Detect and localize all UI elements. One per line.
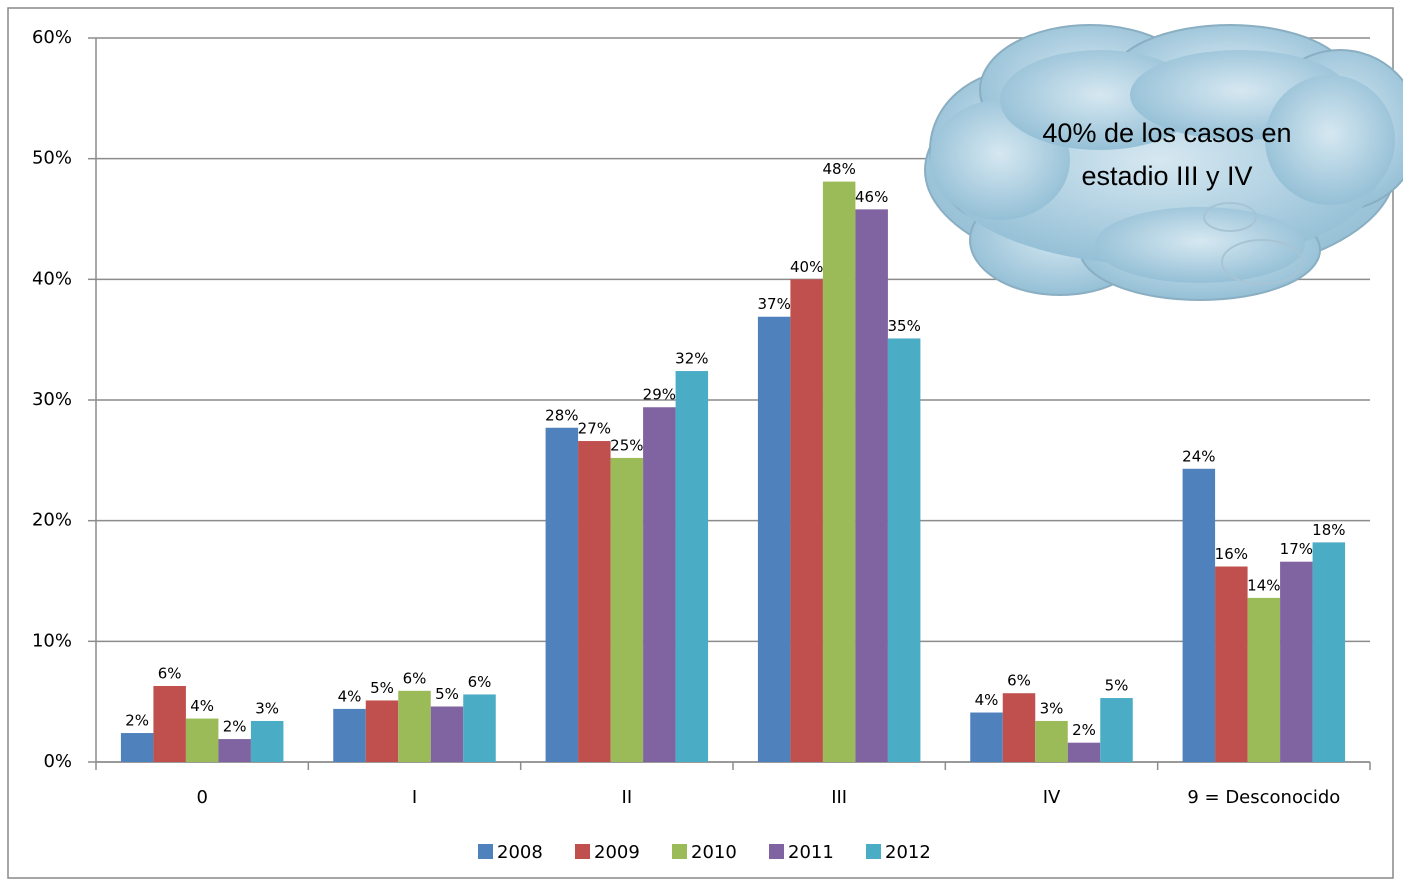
- value-label: 2%: [223, 718, 247, 736]
- bar: [1035, 720, 1068, 762]
- x-tick-label: I: [412, 787, 417, 808]
- value-label: 17%: [1280, 540, 1313, 558]
- value-label: 25%: [610, 436, 643, 454]
- bar: [1280, 561, 1313, 762]
- bar: [1182, 468, 1216, 762]
- value-label: 6%: [403, 669, 427, 687]
- bar: [153, 685, 186, 762]
- bar: [1215, 566, 1248, 762]
- annotation: 40% de los casos en: [1042, 118, 1291, 148]
- y-tick-label: 10%: [32, 630, 72, 651]
- x-tick-label: 0: [196, 787, 207, 808]
- value-label: 35%: [887, 317, 920, 335]
- bar: [120, 733, 154, 762]
- y-tick-label: 0%: [43, 751, 72, 772]
- bar: [463, 694, 496, 762]
- value-label: 32%: [675, 350, 708, 368]
- value-label: 5%: [435, 685, 459, 703]
- value-label: 2%: [1072, 721, 1096, 739]
- legend-swatch: [478, 844, 493, 859]
- bar: [250, 720, 284, 762]
- y-tick-label: 20%: [32, 510, 72, 531]
- value-label: 6%: [468, 673, 492, 691]
- bar: [822, 181, 856, 763]
- bar: [970, 712, 1003, 762]
- value-label: 40%: [790, 258, 823, 276]
- bar: [1312, 542, 1346, 762]
- value-label: 48%: [822, 160, 855, 178]
- value-label: 2%: [125, 712, 149, 730]
- value-label: 18%: [1312, 521, 1345, 539]
- bar: [757, 316, 791, 762]
- value-label: 14%: [1247, 576, 1280, 594]
- value-label: 29%: [643, 386, 676, 404]
- value-label: 27%: [578, 420, 611, 438]
- legend-swatch: [575, 844, 590, 859]
- value-label: 46%: [855, 188, 888, 206]
- bar: [855, 209, 888, 762]
- bar: [1100, 698, 1133, 762]
- x-tick-label: 9 = Desconocido: [1187, 787, 1340, 808]
- value-label: 28%: [545, 406, 578, 424]
- legend-label: 2008: [497, 842, 543, 863]
- callout-cloud: 40% de los casos en estadio III y IV: [924, 24, 1403, 301]
- legend-label: 2010: [691, 842, 737, 863]
- y-tick-label: 60%: [32, 27, 72, 48]
- annotation: estadio III y IV: [1081, 161, 1252, 191]
- legend-swatch: [769, 844, 784, 859]
- plot-area: 0% 10% 20% 30% 40% 50% 60% 0 2% 6% 4% 2% 3% I 4% 5% 6% 5%…: [32, 27, 1371, 863]
- legend-label: 2012: [885, 842, 931, 863]
- bar: [1002, 693, 1036, 762]
- value-label: 3%: [1040, 699, 1064, 717]
- bar: [365, 700, 399, 762]
- value-label: 6%: [1007, 672, 1031, 690]
- value-label: 5%: [370, 679, 394, 697]
- bar: [1247, 597, 1281, 762]
- bar: [643, 407, 676, 762]
- value-label: 4%: [338, 687, 362, 705]
- value-label: 16%: [1215, 545, 1248, 563]
- x-tick-label: IV: [1043, 787, 1061, 808]
- bar: [545, 427, 579, 762]
- value-label: 37%: [757, 295, 790, 313]
- bar: [610, 457, 644, 762]
- bar: [675, 371, 709, 762]
- bar: [333, 708, 366, 762]
- legend-swatch: [866, 844, 881, 859]
- x-tick-label: II: [622, 787, 633, 808]
- bar: [1067, 742, 1101, 762]
- bar: [398, 690, 431, 762]
- legend-label: 2009: [594, 842, 640, 863]
- bar: [185, 718, 219, 762]
- y-tick-label: 40%: [32, 268, 72, 289]
- value-label: 5%: [1105, 677, 1129, 695]
- value-label: 6%: [158, 664, 182, 682]
- value-label: 24%: [1182, 447, 1215, 465]
- x-tick-label: III: [831, 787, 847, 808]
- y-tick-label: 30%: [32, 389, 72, 410]
- y-tick-label: 50%: [32, 148, 72, 169]
- bar: [430, 706, 464, 762]
- legend-label: 2011: [788, 842, 834, 863]
- value-label: 4%: [975, 691, 999, 709]
- bar: [218, 739, 251, 762]
- bar: [578, 441, 611, 762]
- bar: [887, 338, 921, 762]
- bar: [790, 279, 823, 762]
- value-label: 4%: [190, 697, 214, 715]
- value-label: 3%: [255, 699, 279, 717]
- legend-swatch: [672, 844, 687, 859]
